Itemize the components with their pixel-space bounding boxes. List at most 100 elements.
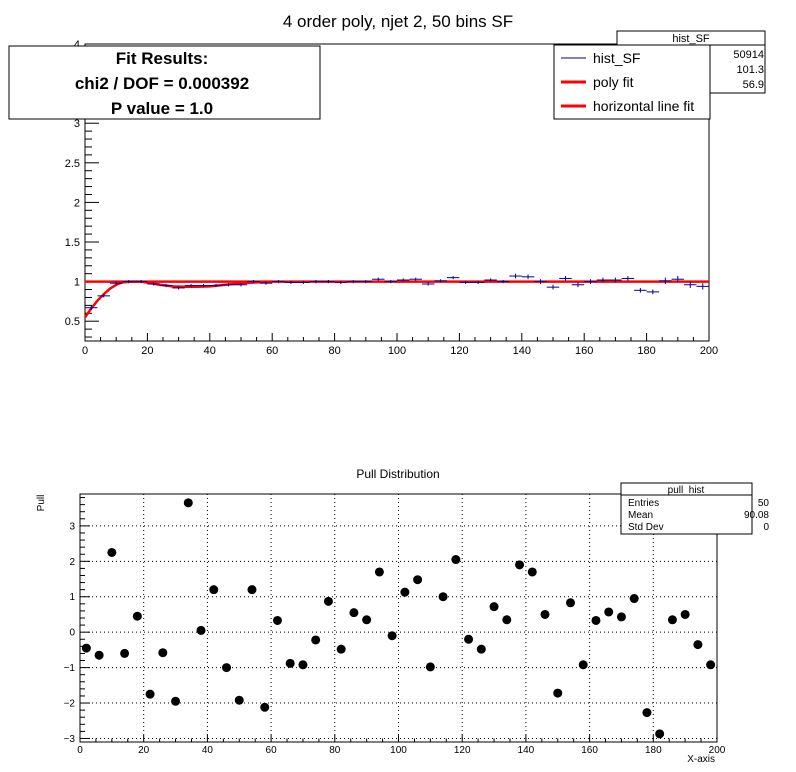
pull-point [578, 660, 588, 670]
pull-point [374, 567, 384, 577]
hist-sf-point [109, 281, 123, 285]
pull-point [107, 547, 117, 557]
pull-point [387, 631, 397, 641]
hist-sf-point [484, 278, 497, 282]
hist-sf-point [197, 283, 210, 288]
hist-sf-point [409, 277, 422, 281]
pull-chart-title: Pull Distribution [356, 467, 439, 481]
pull-stats-box: pull_hist Entries 50 Mean 90.08 Std Dev … [620, 482, 770, 535]
pull-point [222, 663, 232, 673]
pull-point [565, 598, 575, 608]
fit-chi2: chi2 / DOF = 0.000392 [75, 74, 249, 93]
fit-results-box: Fit Results: chi2 / DOF = 0.000392 P val… [8, 45, 321, 120]
pull-point [680, 609, 690, 619]
pull-point [540, 609, 550, 619]
hist-sf-point [234, 283, 248, 287]
top-x-tick-label: 40 [204, 345, 216, 357]
pull-point [616, 612, 626, 622]
pull-point [209, 585, 219, 595]
pull-stats-label: Entries [628, 498, 659, 509]
top-x-tick-label: 200 [700, 345, 718, 357]
top-y-tick-label: 1 [74, 277, 80, 289]
pull-point [336, 644, 346, 654]
hist-sf-point [347, 280, 360, 284]
pull-point [489, 602, 499, 612]
hist-sf-points [85, 273, 709, 311]
fit-results-title: Fit Results: [116, 49, 209, 68]
pull-point [706, 660, 716, 670]
hist-sf-point [184, 283, 198, 288]
hist-sf-point [459, 280, 472, 284]
pull-points [81, 498, 716, 739]
pull-point [349, 608, 359, 618]
pull-stats-value: 50 [758, 498, 770, 509]
pull-point [234, 695, 244, 705]
hist-sf-point [134, 280, 148, 284]
pull-point [515, 560, 525, 570]
pull-stats-label: Std Dev [628, 522, 664, 533]
hist-sf-point [471, 280, 485, 284]
top-x-axis: 0 20 40 60 80 100 120 140 160 180 200 [82, 333, 718, 357]
top-x-tick-label: 160 [575, 345, 593, 357]
top-y-tick-label: 2.5 [65, 158, 80, 170]
hist-sf-point [309, 280, 323, 284]
legend-label-line-fit: horizontal line fit [593, 98, 694, 114]
hist-sf-point [434, 279, 447, 283]
pull-point [553, 688, 563, 698]
pull-x-tick-label: 100 [390, 745, 407, 756]
pull-x-tick-label: 180 [645, 745, 662, 756]
hist-sf-point [372, 277, 385, 281]
hist-sf-point [222, 283, 235, 287]
pull-point [642, 708, 652, 718]
pull-point [120, 648, 130, 658]
hist-sf-point [122, 280, 135, 284]
pull-point [247, 585, 257, 595]
pull-point [604, 607, 614, 617]
pull-point [451, 555, 461, 565]
hist-sf-point [684, 281, 697, 288]
pull-stats-label: Mean [628, 510, 653, 521]
hist-sf-point [421, 282, 435, 286]
top-x-tick-label: 60 [266, 345, 278, 357]
pull-point [298, 660, 308, 670]
top-stats-value: 101.3 [736, 64, 764, 76]
hist-sf-point [621, 276, 635, 281]
pull-point [413, 575, 423, 585]
hist-sf-point [521, 274, 535, 280]
hist-sf-point [322, 280, 335, 284]
pull-y-tick-label: 1 [69, 592, 75, 603]
hist-sf-point [85, 305, 98, 311]
pull-y-tick-label: −2 [64, 699, 76, 710]
top-x-tick-label: 20 [141, 345, 153, 357]
hist-sf-point [559, 276, 572, 281]
pull-point [272, 615, 282, 625]
pull-stats-value: 90.08 [744, 510, 769, 521]
hist-sf-point [659, 277, 672, 284]
hist-sf-point [546, 284, 560, 290]
hist-sf-point [596, 277, 610, 283]
pull-point [183, 498, 193, 508]
pull-x-tick-label: 140 [518, 745, 535, 756]
pull-point [400, 587, 410, 597]
pull-point [323, 596, 333, 606]
pull-point [591, 615, 601, 625]
hist-sf-point [571, 282, 585, 288]
hist-sf-point [584, 279, 597, 284]
pull-x-tick-label: 80 [329, 745, 341, 756]
legend-label-hist-sf: hist_SF [593, 50, 640, 66]
pull-x-tick-label: 160 [581, 745, 598, 756]
top-y-tick-label: 2 [74, 197, 80, 209]
pull-y-tick-label: −1 [64, 663, 76, 674]
hist-sf-point [272, 280, 285, 284]
pull-point [476, 644, 486, 654]
pull-point [132, 611, 142, 621]
pull-y-axis: −3 −2 −1 0 1 2 3 [64, 497, 90, 745]
hist-sf-point [147, 282, 160, 286]
pull-point [693, 640, 703, 650]
hist-sf-point [696, 283, 709, 290]
hist-sf-point [509, 273, 522, 279]
pull-x-label: X-axis [687, 754, 715, 765]
top-y-tick-label: 4 [74, 39, 80, 51]
top-y-tick-label: 1.5 [65, 237, 80, 249]
hist-sf-point [297, 280, 310, 284]
